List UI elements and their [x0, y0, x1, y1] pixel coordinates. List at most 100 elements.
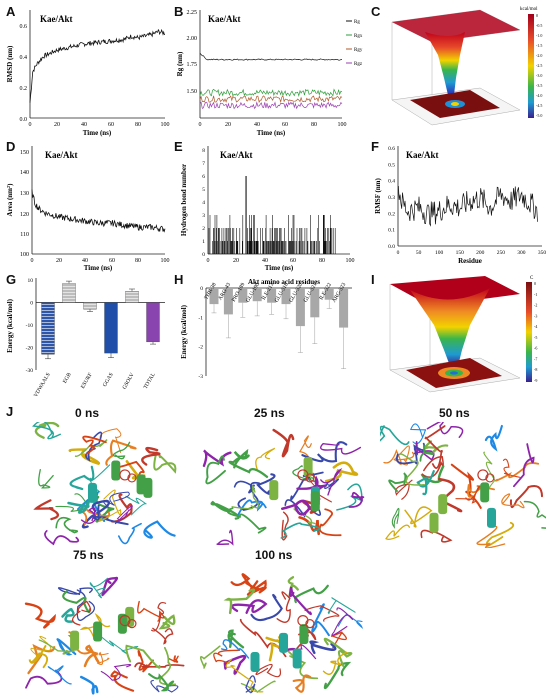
colorbar-tick: -4 — [534, 324, 537, 329]
hbond-bars — [208, 176, 336, 254]
sasa-ytick: 100 — [20, 252, 29, 258]
backbone-loop — [523, 500, 546, 529]
backbone-loop — [331, 607, 354, 636]
backbone-loop — [216, 529, 234, 546]
residue-bar — [209, 288, 219, 305]
residue-bar — [339, 288, 349, 328]
backbone-loop — [426, 422, 464, 438]
backbone-loop — [393, 445, 410, 466]
free-energy-landscape-3d: kcal/mol 0 -0.5 -1.0 -1.5 -2.0 -2.5 -3.0… — [391, 7, 542, 126]
colorbar-tick: -1.5 — [536, 43, 542, 48]
energy-ytick: -20 — [26, 346, 34, 352]
residue-ytick: 0 — [200, 286, 203, 292]
rmsf-xtick: 250 — [497, 250, 506, 256]
residue-ylabel: Energy (kcal/mol) — [180, 304, 188, 359]
backbone-loop — [455, 485, 481, 504]
colorbar-tick: -1.0 — [536, 33, 542, 38]
residue-bar — [310, 288, 320, 318]
colorbar-tick: -1 — [534, 292, 537, 297]
colorbar-tick: -5 — [534, 335, 537, 340]
colorbar-ticks: 0 -0.5 -1.0 -1.5 -2.0 -2.5 -3.0 -3.5 -4.… — [536, 13, 542, 118]
backbone-loop — [55, 493, 90, 513]
colorbar-tick: -7 — [534, 356, 537, 361]
helix — [136, 474, 146, 495]
panel-letter-d: D — [6, 139, 16, 154]
backbone-loop — [233, 448, 250, 469]
backbone-loop — [292, 674, 312, 693]
backbone-loop — [419, 444, 435, 462]
colorbar-tick: -5.0 — [536, 113, 542, 118]
backbone-loop — [118, 522, 142, 545]
ligand-ring — [127, 618, 137, 629]
backbone-loop — [501, 493, 525, 509]
backbone-loop — [137, 649, 154, 673]
legend-label-rgx: Rgx — [354, 34, 363, 39]
helix — [93, 621, 103, 642]
rmsd-ytick: 0.2 — [20, 86, 28, 92]
backbone-loop — [143, 520, 176, 539]
sasa-xtick: 20 — [56, 258, 62, 264]
backbone-loop — [292, 465, 315, 483]
helix — [70, 630, 80, 651]
colorbar-title: kcal/mol — [520, 7, 538, 12]
backbone-loop — [404, 506, 433, 528]
hbond-ylabel: Hydrogen bond number — [180, 164, 188, 236]
residue-bar — [223, 288, 233, 315]
backbone-loop — [83, 644, 100, 668]
backbone-loop — [272, 428, 295, 458]
projection-core — [451, 102, 459, 106]
energy-category-label: ESURF — [80, 372, 94, 390]
backbone-loop — [322, 651, 348, 675]
backbone-loop — [112, 441, 131, 460]
sasa-xlabel: Time (ns) — [84, 264, 113, 272]
backbone-loop — [330, 631, 347, 649]
residue-ytick: -3 — [198, 374, 203, 380]
helix — [269, 480, 279, 501]
backbone-loop — [159, 646, 177, 686]
rmsf-chart: Kae/Akt 0.0 0.1 0.2 0.3 0.4 0.5 0.6 0 50 100 150 2… — [374, 146, 546, 265]
backbone-loop — [324, 461, 359, 483]
backbone-loop — [476, 525, 506, 548]
energy-ytick: -10 — [26, 323, 34, 329]
rg-chart: Kae/Akt 1.50 1.75 2.00 2.25 0 20 40 60 8… — [176, 10, 363, 137]
rmsd-x-ticks: 0 20 40 60 80 100 — [29, 122, 170, 128]
colorbar-tick: -6 — [534, 346, 537, 351]
panel-letter-c: C — [371, 4, 381, 19]
colorbar-tick: -3 — [534, 313, 537, 318]
rmsd-ylabel: RMSD (nm) — [6, 45, 14, 82]
backbone-loop — [150, 679, 179, 693]
panel-letter-j: J — [6, 404, 14, 419]
colorbar-title-2: C — [530, 276, 534, 281]
residue-bar — [267, 288, 277, 303]
rg-series-lines — [199, 52, 343, 110]
energy-funnel — [425, 32, 465, 95]
helix — [279, 632, 288, 653]
rg-ytick: 1.50 — [187, 89, 198, 95]
rg-xtick: 40 — [254, 122, 260, 128]
backbone-loop — [82, 435, 107, 455]
backbone-loop — [33, 499, 60, 521]
backbone-loop — [125, 644, 161, 669]
hbond-x-ticks: 0 20 40 60 80 100 — [207, 258, 355, 264]
backbone-loop — [323, 661, 352, 690]
backbone-loop — [318, 508, 342, 537]
colorbar-ticks-2: 0 -1 -2 -3 -4 -5 -6 -7 -8 -9 — [534, 281, 537, 383]
rg-series-rgx — [199, 88, 343, 97]
backbone-loop — [450, 463, 482, 509]
backbone-loop — [96, 651, 110, 665]
sasa-xtick: 80 — [135, 258, 141, 264]
backbone-loop — [416, 470, 435, 496]
sasa-y-ticks: 100 110 120 130 140 150 — [20, 150, 29, 258]
backbone-loop — [223, 588, 256, 615]
colorbar-tick: 0 — [536, 13, 538, 18]
hbond-ytick: 7 — [202, 161, 205, 167]
colorbar-tick: 0 — [534, 281, 536, 286]
legend-label-rg: Rg — [354, 20, 360, 25]
residue-decomposition-chart: Akt amino acid residues 0-1-2-3 THR-38 AR… — [180, 278, 352, 380]
rmsf-ytick: 0.3 — [388, 195, 395, 201]
helix — [487, 507, 496, 528]
rmsd-xtick: 100 — [161, 122, 170, 128]
colorbar — [528, 14, 534, 118]
backbone-loop — [494, 462, 540, 482]
backbone-loop — [413, 441, 435, 461]
